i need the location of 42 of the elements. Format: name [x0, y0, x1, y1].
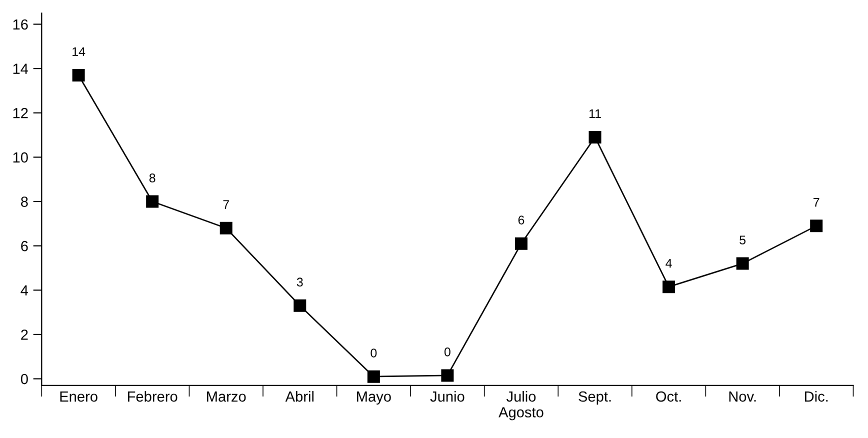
data-label: 11 — [589, 109, 601, 118]
x-tick-label: Oct. — [656, 391, 681, 402]
point — [662, 280, 676, 294]
x-tick-label: Enero — [60, 392, 98, 402]
data-label: 3 — [296, 278, 303, 287]
point — [588, 130, 602, 144]
y-tick-label: 12 — [13, 108, 28, 118]
data-label: 7 — [814, 198, 820, 207]
y-tick-label: 4 — [20, 285, 28, 296]
x-tick-label: Dic. — [804, 390, 828, 402]
x-tick-label: Junio — [430, 390, 464, 402]
data-label: 0 — [370, 348, 377, 358]
data-label: 7 — [223, 200, 229, 209]
y-tick-label: 10 — [13, 152, 28, 163]
data-label: 6 — [518, 216, 524, 224]
point — [72, 68, 85, 82]
x-tick-label: Nov. — [729, 392, 756, 402]
point — [367, 370, 380, 383]
x-tick-label: Julio Agosto — [498, 390, 544, 420]
point — [146, 195, 159, 208]
point — [441, 369, 454, 382]
y-tick-label: 14 — [13, 64, 28, 74]
point — [294, 299, 306, 312]
point — [810, 220, 823, 232]
point — [514, 237, 528, 250]
data-label: 8 — [149, 174, 156, 182]
point — [736, 257, 749, 270]
data-label: 14 — [72, 47, 86, 56]
y-tick-label: 16 — [13, 19, 28, 30]
y-tick-label: 2 — [21, 330, 28, 340]
y-tick-label: 0 — [20, 374, 28, 384]
x-tick-label: Sept. — [578, 391, 611, 405]
x-tick-label: Febrero — [128, 390, 178, 402]
x-tick-label: Abril — [285, 390, 314, 402]
y-tick-label: 6 — [21, 240, 28, 252]
data-label: 0 — [444, 347, 450, 356]
point — [220, 222, 232, 234]
data-label: 5 — [740, 236, 746, 244]
y-tick-label: 8 — [20, 196, 28, 207]
data-label: 4 — [666, 258, 672, 268]
x-tick-label: Mayo — [357, 392, 391, 405]
x-tick-label: Marzo — [207, 392, 246, 402]
